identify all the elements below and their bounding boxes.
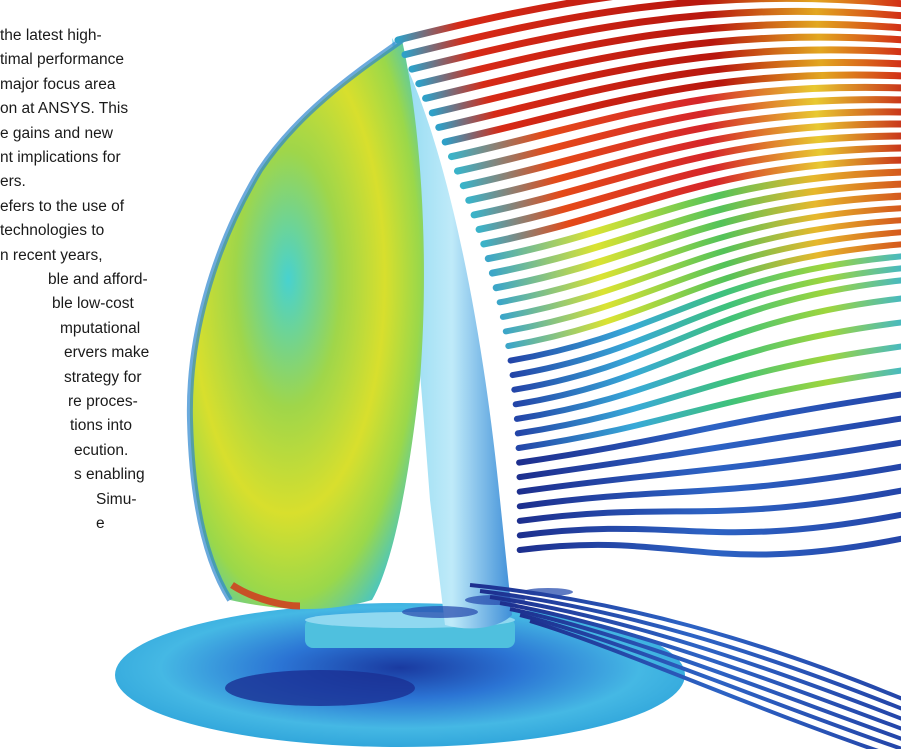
article-line: the latest high- bbox=[0, 27, 102, 44]
article-line: tions into bbox=[70, 417, 133, 435]
streamline-ribbon bbox=[470, 132, 901, 219]
article-line: s enabling bbox=[74, 466, 145, 484]
streamline-ribbon bbox=[488, 180, 901, 277]
streamline-ribbon bbox=[513, 319, 901, 422]
streamline-ribbon bbox=[502, 229, 901, 335]
streamline-ribbon bbox=[519, 613, 901, 749]
article-line: timal performance bbox=[0, 51, 125, 69]
streamline-ribbon bbox=[516, 415, 901, 481]
streamline-ribbon bbox=[512, 295, 901, 408]
article-line: nt implications for bbox=[0, 149, 121, 166]
article-line: ble and afford- bbox=[48, 271, 148, 288]
streamline-ribbon bbox=[448, 83, 901, 161]
streamline-ribbon bbox=[516, 439, 901, 495]
streamline-ribbon bbox=[505, 241, 901, 349]
article-line: mputational bbox=[60, 319, 141, 337]
streamline-ribbon bbox=[489, 595, 901, 721]
streamline-ribbon bbox=[516, 535, 901, 558]
article-line: technologies to bbox=[0, 222, 105, 240]
streamline-ribbon bbox=[435, 58, 901, 131]
mast bbox=[392, 38, 512, 629]
streamline-ribbon bbox=[475, 144, 901, 233]
article-line: efers to the use of bbox=[0, 197, 125, 215]
streamline-ribbon bbox=[469, 583, 901, 701]
article-line: ervers make bbox=[64, 344, 150, 362]
streamline-ribbon bbox=[422, 33, 901, 102]
article-line: Simu- bbox=[96, 490, 137, 508]
article-line: on at ANSYS. This bbox=[0, 100, 129, 118]
article-line: re proces- bbox=[68, 393, 138, 410]
streamline-ribbon bbox=[454, 96, 901, 175]
article-line: e gains and new bbox=[0, 124, 113, 142]
streamline-ribbon bbox=[408, 7, 901, 73]
sail bbox=[189, 40, 424, 609]
streamline-ribbon bbox=[509, 265, 901, 379]
streamline-ribbon bbox=[492, 192, 901, 292]
streamline-ribbon bbox=[511, 277, 901, 393]
streamline-ribbon bbox=[516, 487, 901, 524]
streamline-ribbon bbox=[515, 367, 901, 451]
streamline-ribbon bbox=[509, 607, 901, 741]
deck-surface bbox=[115, 603, 685, 747]
streamline-ribbon bbox=[480, 156, 901, 248]
streamline-ribbon bbox=[516, 463, 901, 510]
streamline-ribbon bbox=[496, 205, 901, 306]
deck-shadow bbox=[225, 670, 415, 706]
streamline-ribbon bbox=[415, 20, 901, 88]
streamline-ribbon bbox=[428, 46, 901, 117]
streamline-ribbon bbox=[514, 343, 901, 437]
article-line: ecution. bbox=[74, 441, 129, 459]
streamline-ribbon bbox=[507, 253, 901, 364]
streamline-ribbon bbox=[394, 0, 614, 44]
article-line: ble low-cost bbox=[52, 295, 134, 313]
streamline-ribbon bbox=[459, 108, 901, 190]
streamline-ribbon bbox=[401, 0, 901, 59]
article-line: ers. bbox=[0, 173, 26, 191]
article-line: strategy for bbox=[64, 368, 142, 386]
streamline-ribbon bbox=[484, 168, 901, 263]
streamline-ribbon bbox=[465, 120, 901, 204]
streamline-ribbon bbox=[516, 391, 901, 466]
streamline-ribbon bbox=[441, 71, 901, 146]
streamline-ribbon bbox=[529, 619, 879, 749]
streamline-ribbon bbox=[479, 589, 901, 711]
streamline-ribbon bbox=[499, 217, 901, 320]
article-line: e bbox=[96, 515, 105, 532]
streamline-ribbon bbox=[499, 601, 901, 731]
article-line: n recent years, bbox=[0, 246, 103, 264]
article-line: major focus area bbox=[0, 75, 116, 93]
streamline-ribbon bbox=[516, 511, 901, 539]
